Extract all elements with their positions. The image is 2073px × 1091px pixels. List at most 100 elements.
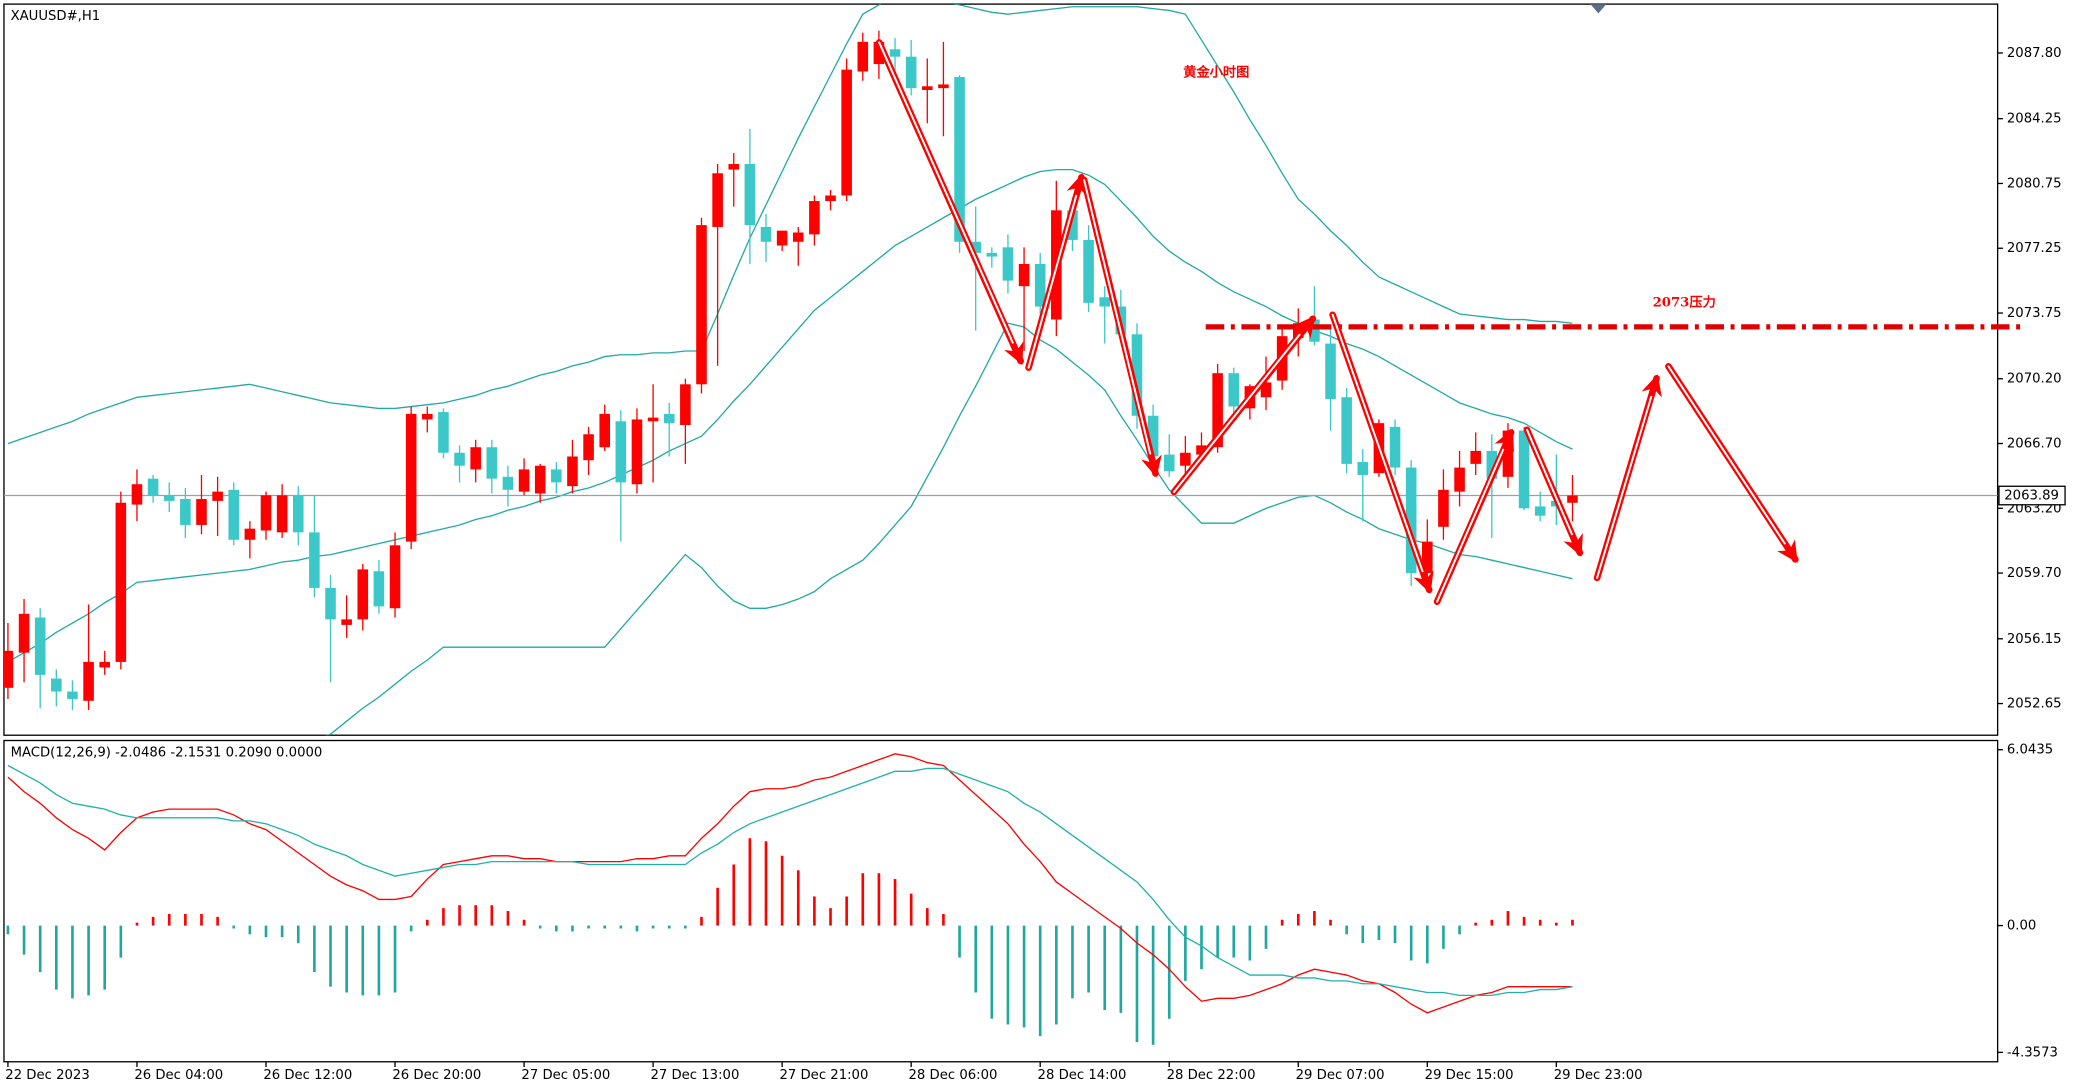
- candle-body: [680, 384, 691, 426]
- y-tick-label: 2059.70: [2007, 566, 2062, 581]
- candle-body: [954, 77, 965, 242]
- candle-body: [518, 469, 530, 492]
- candle-body: [728, 164, 740, 170]
- y-tick-label: 2087.80: [2007, 46, 2062, 61]
- candle-body: [1502, 430, 1514, 477]
- candle-body: [776, 230, 788, 246]
- candle-body: [180, 499, 191, 525]
- candle-body: [1002, 247, 1014, 281]
- y-tick-label: 2052.65: [2007, 697, 2062, 712]
- x-tick-label: 28 Dec 06:00: [909, 1068, 998, 1083]
- candle-body: [1518, 430, 1530, 509]
- y-tick-label: 2070.20: [2007, 372, 2062, 387]
- candle-body: [470, 447, 481, 470]
- candle-body: [1099, 297, 1111, 307]
- candle-body: [67, 691, 78, 699]
- candle-body: [163, 495, 175, 501]
- candle-body: [1422, 541, 1433, 574]
- y-tick-label: 2084.25: [2007, 112, 2062, 127]
- macd-line: [7, 753, 1573, 1014]
- candle-body: [809, 201, 820, 235]
- candle-body: [438, 412, 449, 453]
- candle-body: [131, 484, 143, 505]
- candle-body: [1147, 415, 1159, 457]
- candle-body: [1018, 263, 1030, 287]
- candle-body: [841, 69, 852, 196]
- candle-body: [905, 56, 917, 89]
- x-tick-label: 28 Dec 14:00: [1038, 1068, 1127, 1083]
- candle-body: [1534, 506, 1546, 516]
- candle-body: [970, 241, 981, 253]
- candle-body: [244, 528, 256, 540]
- y-tick-label: 2056.15: [2007, 632, 2062, 647]
- candle-body: [696, 225, 707, 385]
- y-tick-label: 0.00: [2007, 919, 2036, 934]
- candle-body: [1083, 239, 1094, 303]
- candle-body: [663, 413, 675, 424]
- candle-body: [3, 650, 14, 688]
- macd-plot: MACD(12,26,9) -2.0486 -2.1531 0.2090 0.0…: [6, 745, 1574, 1045]
- candle-body: [292, 495, 304, 533]
- candle-body: [792, 232, 804, 242]
- macd-panel: [3, 739, 1999, 1063]
- candle-body: [357, 569, 369, 620]
- candle-body: [534, 465, 546, 494]
- y-tick-label: 2077.25: [2007, 241, 2062, 256]
- candle-body: [1260, 382, 1272, 398]
- x-tick-label: 28 Dec 22:00: [1167, 1068, 1256, 1083]
- x-tick-label: 27 Dec 13:00: [650, 1068, 739, 1083]
- candle-body: [1470, 450, 1481, 464]
- y-tick-label: -4.3573: [2007, 1045, 2058, 1060]
- arrow-inner: [878, 41, 1786, 603]
- candle-body: [309, 532, 320, 588]
- plot: 2087.80 2084.25 2080.75 2077.25 2073.75 2070.…: [3, 4, 2066, 1083]
- candle-body: [373, 571, 385, 607]
- candle-body: [1163, 454, 1175, 472]
- candle-body: [744, 164, 756, 226]
- candle-body: [228, 489, 240, 540]
- last-price-label: 2063.89: [2004, 489, 2059, 504]
- candle-body: [1067, 210, 1078, 240]
- bollinger-band: [7, 4, 1573, 445]
- last-price-box: [1998, 485, 2066, 506]
- candle-body: [422, 413, 433, 420]
- candle-body: [502, 476, 514, 490]
- candle-body: [1438, 489, 1449, 527]
- candle-body: [83, 661, 94, 701]
- candle-body: [34, 617, 46, 675]
- candle-body: [889, 49, 901, 57]
- candle-body: [615, 421, 627, 483]
- symbol-title: XAUUSD#,H1: [11, 9, 101, 24]
- x-tick-label: 27 Dec 21:00: [779, 1068, 868, 1083]
- candle-body: [1454, 467, 1465, 492]
- candle-body: [873, 41, 885, 65]
- candle-body: [260, 495, 272, 531]
- candle-body: [986, 252, 998, 257]
- candle-body: [405, 413, 417, 542]
- candle-body: [551, 469, 562, 483]
- candle-body: [486, 447, 498, 479]
- candle-body: [922, 86, 933, 90]
- candle-body: [1486, 450, 1498, 479]
- x-tick-label: 29 Dec 23:00: [1554, 1068, 1643, 1083]
- candle-body: [276, 495, 288, 533]
- candle-body: [825, 195, 836, 202]
- x-tick-label: 29 Dec 07:00: [1296, 1068, 1385, 1083]
- candle-body: [712, 173, 723, 227]
- candle-body: [99, 661, 110, 668]
- candle-body: [1341, 397, 1352, 464]
- annotation-title: 黄金小时图: [1183, 63, 1249, 80]
- y-tick-label: 2080.75: [2007, 176, 2062, 191]
- resistance-label: 2073压力: [1653, 294, 1716, 311]
- x-tick-label: 22 Dec 2023: [5, 1068, 89, 1083]
- candle-body: [1389, 426, 1401, 468]
- candle-body: [196, 499, 207, 525]
- x-tick-label: 27 Dec 05:00: [521, 1068, 610, 1083]
- price-panel: [3, 3, 1999, 736]
- candle-body: [567, 456, 578, 487]
- candle-body: [325, 587, 336, 620]
- candle-body: [1196, 445, 1207, 455]
- candle-body: [938, 84, 949, 89]
